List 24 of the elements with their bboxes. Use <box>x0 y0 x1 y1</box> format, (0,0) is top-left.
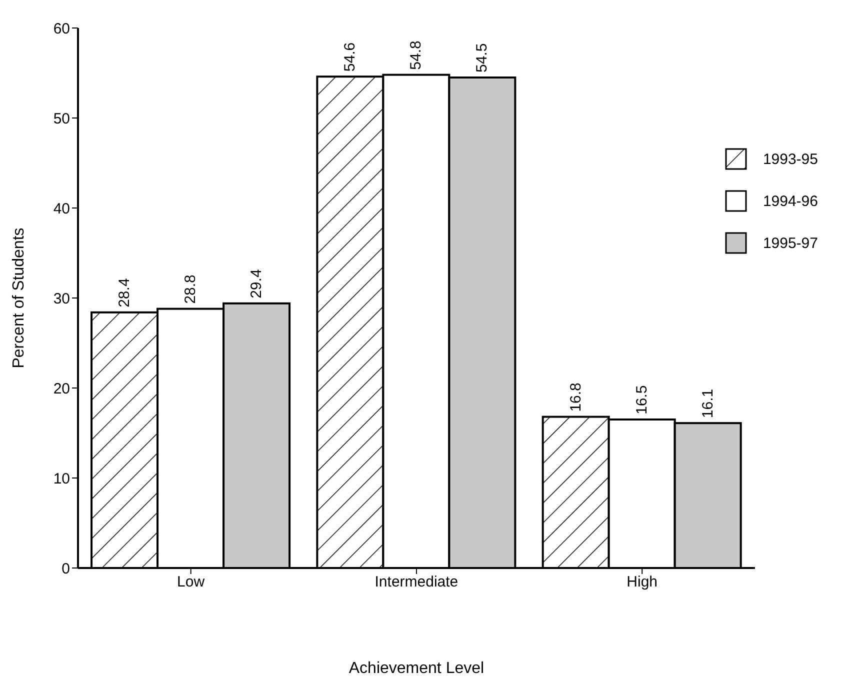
data-label: 16.5 <box>633 385 650 414</box>
y-tick-label: 10 <box>53 470 70 488</box>
x-tick-label: Low <box>177 574 205 591</box>
data-label: 28.4 <box>116 278 134 308</box>
y-tick-label: 0 <box>62 560 70 578</box>
x-tick-label: Intermediate <box>374 574 458 591</box>
legend-label: 1994-96 <box>762 192 818 210</box>
data-label: 54.5 <box>474 43 491 72</box>
legend-label: 1993-95 <box>762 150 818 168</box>
y-axis-title: Percent of Students <box>10 228 28 368</box>
x-tick-label: High <box>626 574 658 591</box>
y-tick-label: 50 <box>53 110 70 128</box>
data-label: 54.6 <box>342 42 359 72</box>
legend-label: 1995-97 <box>762 234 818 252</box>
y-tick-label: 30 <box>53 290 70 308</box>
y-tick-label: 20 <box>53 380 70 398</box>
y-tick-label: 60 <box>53 20 70 38</box>
data-label: 16.1 <box>699 388 716 418</box>
data-label: 28.8 <box>182 274 200 304</box>
data-label: 29.4 <box>248 269 266 298</box>
data-label: 16.8 <box>567 382 584 412</box>
y-tick-label: 40 <box>53 200 70 218</box>
data-label: 54.8 <box>408 40 425 70</box>
x-axis-title: Achievement Level <box>348 660 484 677</box>
